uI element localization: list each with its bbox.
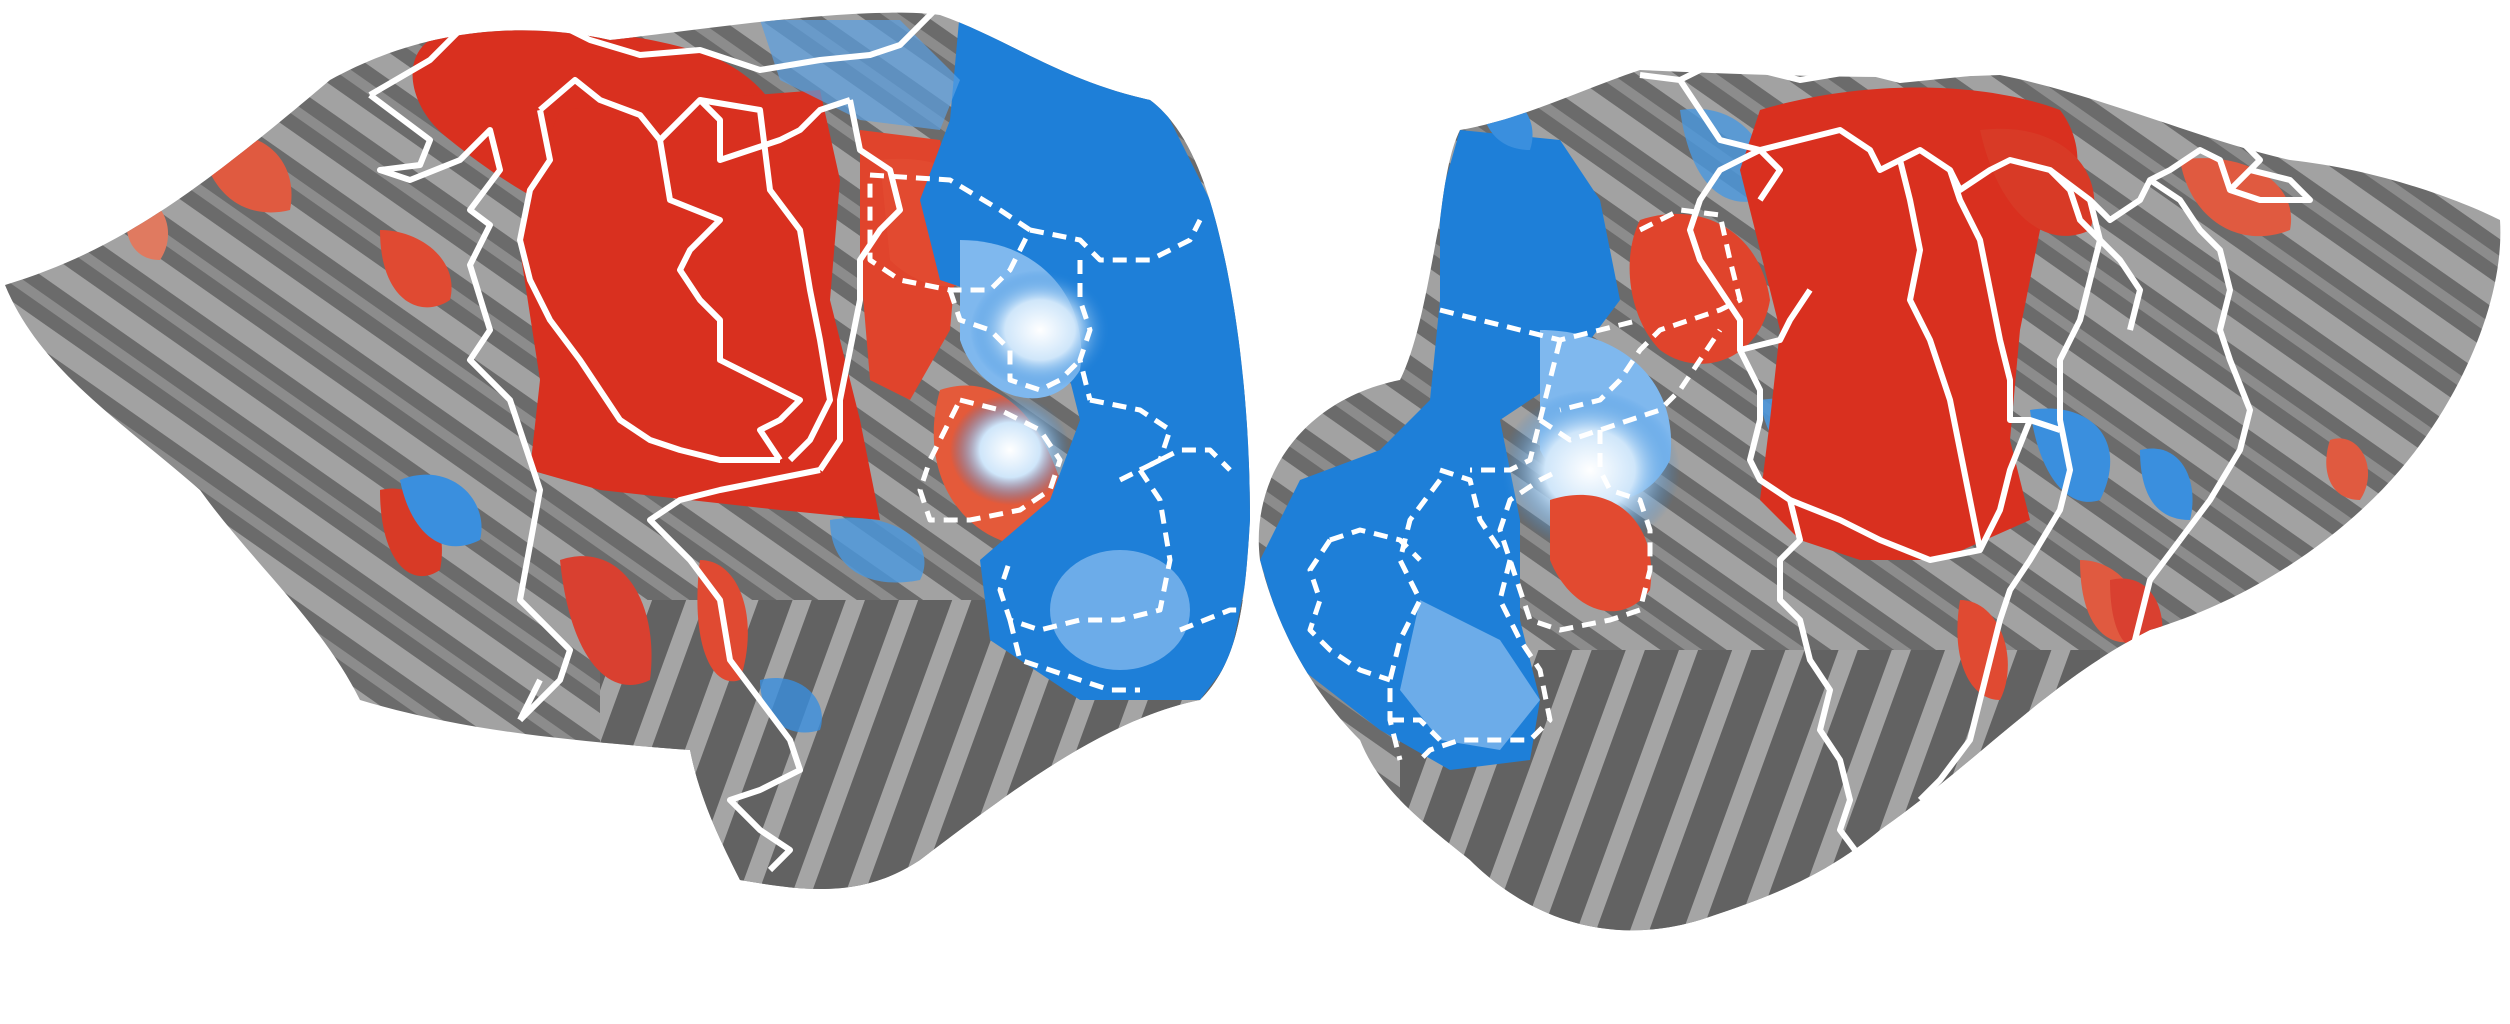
right-positive-activation [1550,87,2369,700]
right-dashed-roi-outlines [1307,207,1743,762]
left-negative-activation [400,12,1250,733]
left-solid-roi-outlines [368,7,938,873]
left-dashed-roi-outlines [867,172,1250,693]
right-solid-roi-outlines [1639,57,2313,872]
